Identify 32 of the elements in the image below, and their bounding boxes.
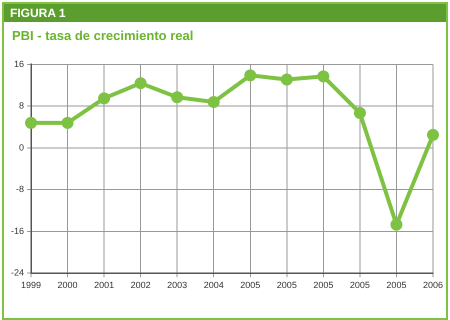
x-tick-label: 2004 xyxy=(204,280,224,290)
y-tick-label: 0 xyxy=(18,142,24,152)
point xyxy=(317,70,330,82)
point xyxy=(354,106,366,119)
point xyxy=(244,69,256,82)
y-tick-label: 8 xyxy=(18,100,24,111)
point xyxy=(208,96,220,108)
point xyxy=(98,92,110,104)
y-tick-label: -16 xyxy=(10,226,24,236)
y-tick-label: -8 xyxy=(16,184,24,194)
y-tick-label: 16 xyxy=(14,58,24,69)
point xyxy=(25,116,38,129)
chart-title: FIGURA 1 xyxy=(4,4,446,22)
x-tick-label: 2005 xyxy=(240,280,260,290)
point xyxy=(171,91,184,104)
chart-subtitle: PBI - tasa de crecimiento real xyxy=(12,28,194,43)
point xyxy=(280,74,293,86)
x-tick-label: 2005 xyxy=(386,280,406,290)
point xyxy=(426,128,439,141)
y-tick-label: -24 xyxy=(10,268,24,278)
x-tick-label: 2003 xyxy=(167,280,188,290)
x-tick-label: 2005 xyxy=(350,280,370,290)
point xyxy=(134,77,147,90)
point xyxy=(62,116,74,129)
x-tick-label: 1999 xyxy=(20,280,42,290)
x-tick-label: 2001 xyxy=(94,280,114,290)
point xyxy=(390,218,402,231)
x-tick-label: 2006 xyxy=(422,280,444,290)
x-tick-label: 2005 xyxy=(313,280,334,290)
x-tick-label: 2002 xyxy=(130,280,151,290)
x-tick-label: 2005 xyxy=(276,280,297,290)
x-tick-label: 2000 xyxy=(58,280,78,290)
